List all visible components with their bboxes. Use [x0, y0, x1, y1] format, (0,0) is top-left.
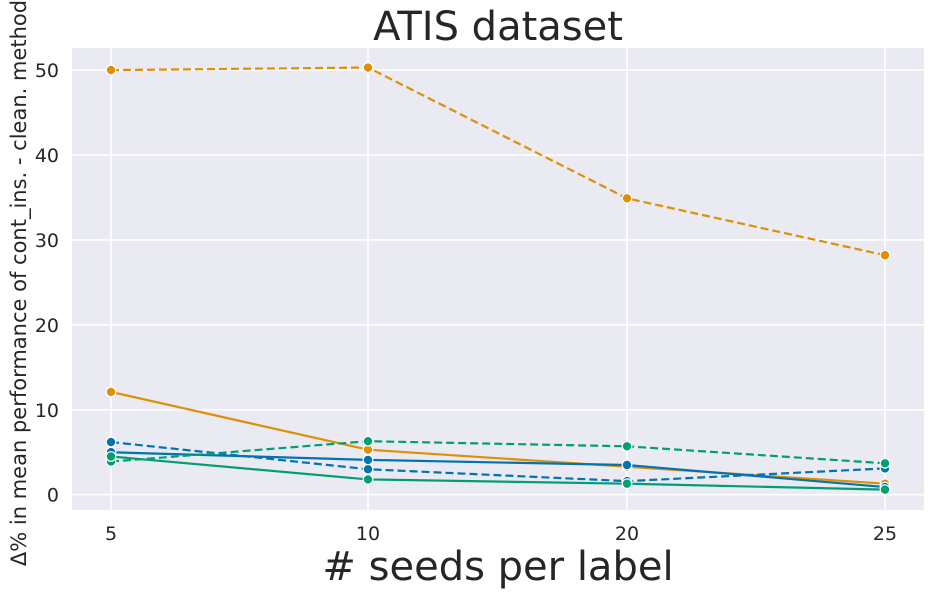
data-point — [362, 454, 374, 466]
series-line — [110, 455, 886, 491]
y-tick-label: 20 — [35, 315, 59, 337]
series-line — [110, 440, 886, 465]
data-point — [105, 386, 117, 398]
y-tick-label: 30 — [35, 230, 59, 252]
x-tick-label: 25 — [873, 523, 897, 545]
y-axis-label: Δ% in mean performance of cont_ins. - cl… — [7, 0, 32, 566]
y-tick-label: 0 — [47, 485, 59, 507]
series-line — [110, 451, 886, 489]
chart-title: ATIS dataset — [373, 4, 623, 50]
data-point — [621, 478, 633, 490]
plot-area — [72, 48, 924, 510]
data-point — [105, 64, 117, 76]
data-point — [362, 474, 374, 485]
y-tick-label: 10 — [35, 400, 59, 422]
data-point — [621, 192, 633, 204]
data-point — [362, 435, 374, 447]
x-axis-label: # seeds per label — [322, 544, 673, 590]
data-point — [879, 457, 891, 469]
data-point — [621, 440, 633, 452]
x-tick-label: 5 — [105, 523, 117, 545]
data-point — [879, 484, 891, 496]
data-point — [362, 463, 374, 475]
series-5 — [105, 451, 891, 496]
series-line — [110, 66, 886, 257]
data-point — [621, 459, 633, 471]
data-point — [105, 451, 117, 462]
data-point — [362, 62, 374, 73]
data-point — [105, 436, 117, 448]
x-tick-label: 10 — [356, 523, 380, 545]
tick-labels: 0 10 20 30 40 50 5 10 20 25 — [35, 60, 897, 545]
y-tick-label: 50 — [35, 60, 59, 82]
series-0 — [105, 62, 891, 261]
series-line — [110, 440, 886, 483]
x-tick-label: 20 — [615, 523, 639, 545]
data-point — [879, 249, 891, 261]
y-tick-label: 40 — [35, 145, 59, 167]
series-layer — [105, 62, 891, 496]
